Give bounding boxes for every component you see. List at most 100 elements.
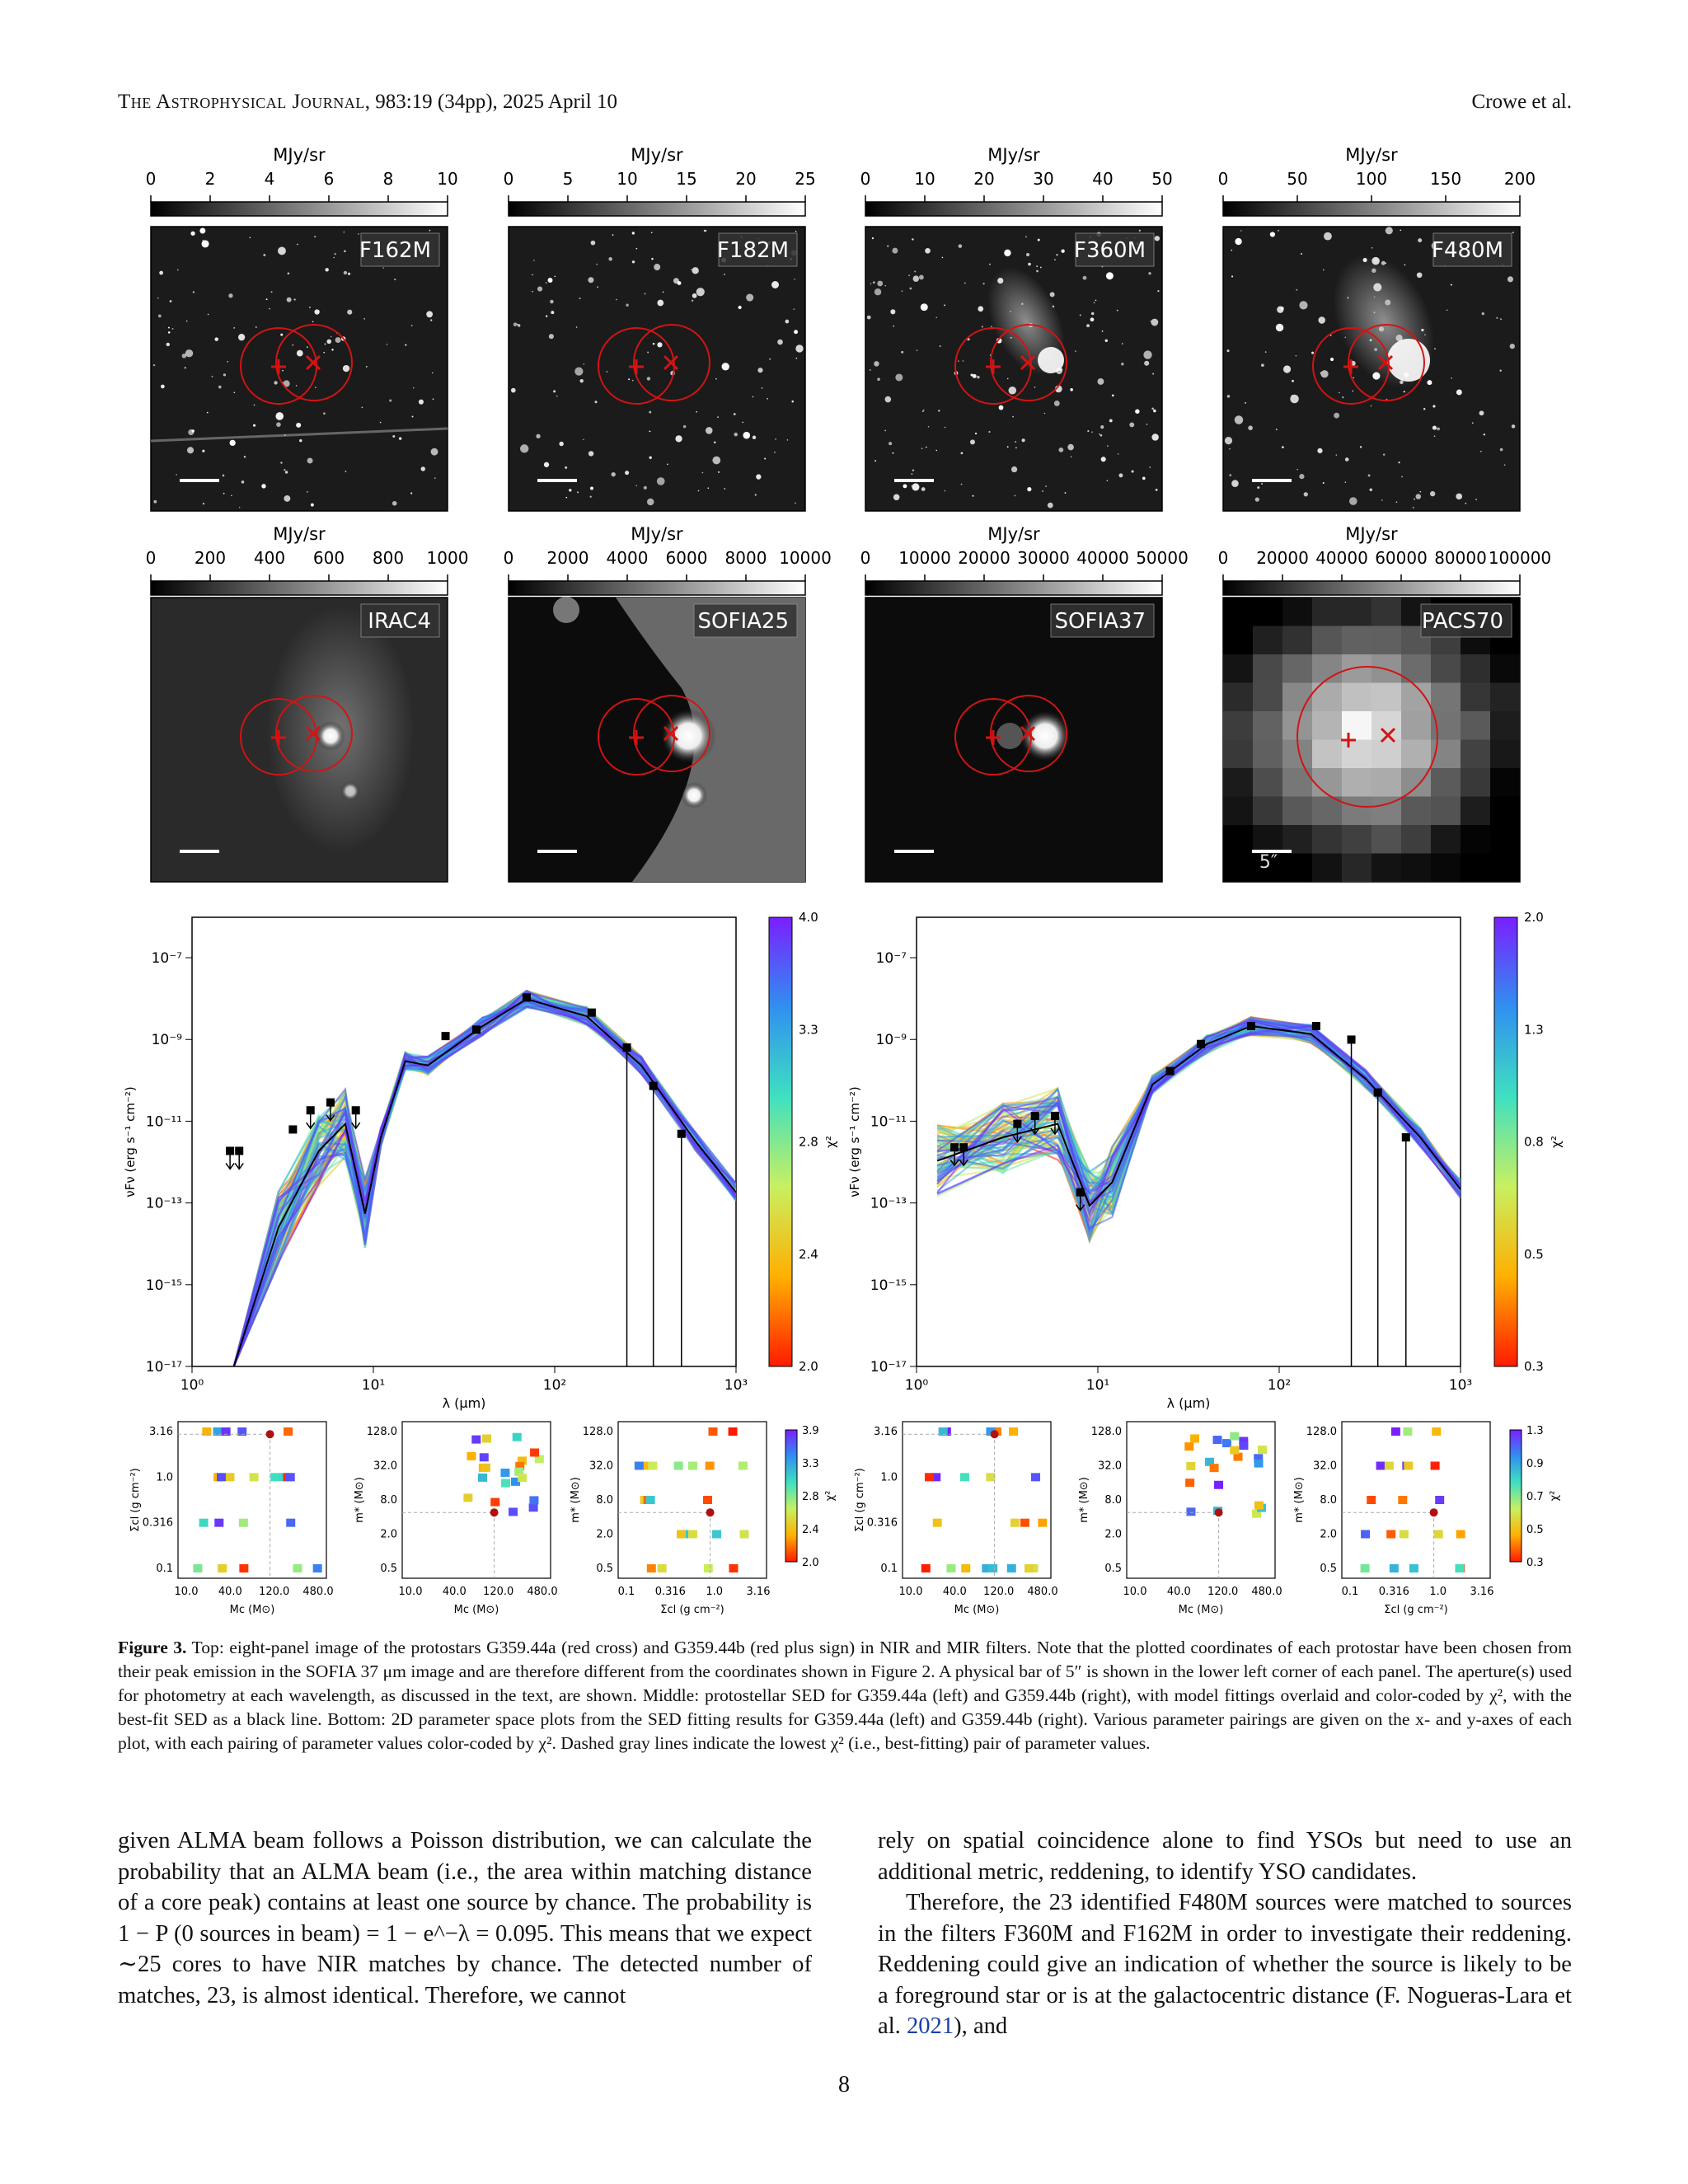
param-cell xyxy=(677,1530,687,1539)
colorbar-tick-label: 2.0 xyxy=(802,1557,819,1569)
x-tick-label: 1.0 xyxy=(1429,1586,1447,1598)
star xyxy=(1432,425,1437,430)
pixel xyxy=(1461,711,1490,740)
star xyxy=(939,345,941,347)
star xyxy=(1509,343,1515,349)
y-tick-label: 3.16 xyxy=(874,1426,898,1438)
y-axis-label: m* (M⊙) xyxy=(570,1477,582,1523)
star xyxy=(918,274,924,280)
star xyxy=(643,485,647,490)
star xyxy=(1015,441,1017,443)
citation: , 983:19 (34pp), 2025 April 10 xyxy=(364,91,617,113)
star xyxy=(1456,493,1463,500)
star xyxy=(921,448,923,449)
param-cell xyxy=(500,1468,510,1477)
star xyxy=(556,395,558,397)
star xyxy=(358,233,359,235)
colorbar-tick-label: 3.9 xyxy=(802,1425,819,1437)
star xyxy=(1415,494,1422,499)
star xyxy=(310,503,314,507)
best-fit-marker xyxy=(1429,1508,1438,1517)
star xyxy=(1151,318,1159,326)
star xyxy=(662,291,664,293)
star xyxy=(171,328,174,330)
star xyxy=(392,500,397,506)
star xyxy=(192,291,195,293)
star xyxy=(411,415,414,418)
star xyxy=(283,380,290,387)
y-tick-label: 10⁻¹⁷ xyxy=(870,1359,907,1376)
x-tick-label: 120.0 xyxy=(483,1586,513,1598)
star xyxy=(185,320,188,322)
star xyxy=(418,399,424,405)
y-tick-label: 8.0 xyxy=(596,1494,613,1507)
star xyxy=(626,303,629,307)
star xyxy=(261,484,266,489)
plus-marker xyxy=(1341,733,1356,748)
star xyxy=(1318,316,1325,324)
star xyxy=(944,490,946,492)
star xyxy=(314,309,320,315)
star xyxy=(546,315,548,317)
star xyxy=(1118,473,1123,478)
star xyxy=(331,349,334,351)
star xyxy=(1091,431,1093,434)
filter-label: F480M xyxy=(1432,238,1503,263)
star xyxy=(892,247,898,254)
star xyxy=(323,351,325,354)
star xyxy=(1006,446,1009,448)
star xyxy=(1419,490,1422,493)
y-axis-label: Σcl (g cm⁻²) xyxy=(854,1468,866,1532)
pixel xyxy=(1312,853,1342,882)
param-cell xyxy=(728,1427,738,1436)
star xyxy=(1479,450,1482,452)
star xyxy=(1155,488,1158,491)
star xyxy=(677,281,682,285)
star xyxy=(169,300,172,302)
colorbar-tick-label: 2.4 xyxy=(799,1247,818,1262)
star xyxy=(1290,394,1299,404)
star xyxy=(981,326,983,328)
citation-link[interactable]: 2021 xyxy=(906,2013,954,2039)
pixel xyxy=(1312,796,1342,825)
star xyxy=(1503,464,1506,466)
y-tick-label: 2.0 xyxy=(380,1529,397,1541)
param-cell xyxy=(238,1518,248,1527)
upper-limit-arrow xyxy=(351,1110,361,1130)
star xyxy=(649,456,652,459)
param-cell xyxy=(1205,1457,1215,1466)
pixel xyxy=(1401,796,1431,825)
param-cell xyxy=(932,1518,942,1527)
colorbar-tick-label: 1.3 xyxy=(1524,1022,1544,1037)
star xyxy=(631,379,634,382)
colorbar-tick: 0 xyxy=(860,548,871,568)
star xyxy=(312,321,314,323)
star xyxy=(872,281,875,284)
star xyxy=(167,326,170,329)
pixel xyxy=(1490,768,1520,797)
star xyxy=(734,432,738,437)
star xyxy=(583,438,584,441)
pixel xyxy=(1490,682,1520,711)
star xyxy=(1157,290,1160,293)
star xyxy=(296,243,298,246)
param-cell xyxy=(1409,1564,1418,1572)
colorbar-tick: 0 xyxy=(146,169,157,189)
y-tick-label: 0.1 xyxy=(880,1563,898,1575)
paragraph: given ALMA beam follows a Poisson distri… xyxy=(118,1828,812,2008)
param-cell xyxy=(646,1564,656,1572)
param-cell xyxy=(490,1497,500,1507)
pixel xyxy=(1223,768,1253,797)
pixel xyxy=(1372,853,1401,882)
star xyxy=(1499,448,1503,452)
star xyxy=(721,363,729,371)
y-tick-label: 128.0 xyxy=(1091,1426,1122,1438)
colorbar-tick-label: 2.0 xyxy=(1524,910,1544,925)
star xyxy=(1248,425,1253,431)
star xyxy=(1311,351,1315,354)
param-cell xyxy=(1398,1496,1408,1504)
star xyxy=(238,506,241,509)
star xyxy=(1138,229,1141,232)
star xyxy=(920,303,928,312)
colorbar-tick: 10000 xyxy=(898,548,951,568)
